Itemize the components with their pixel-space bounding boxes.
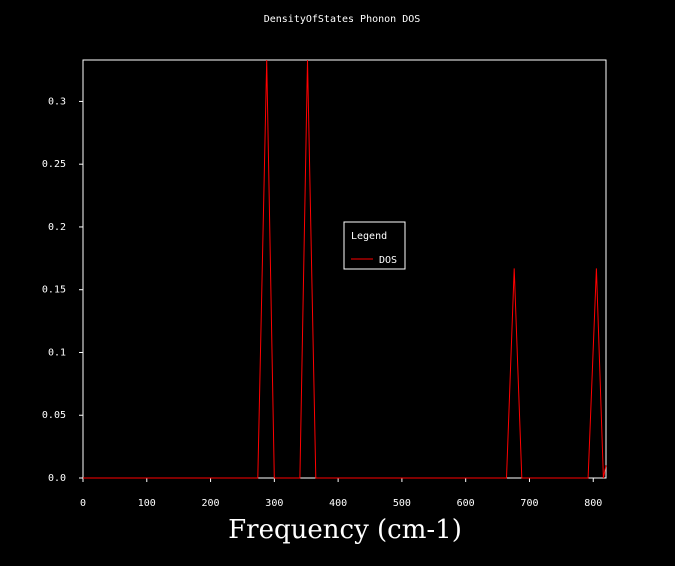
series-line-dos bbox=[83, 59, 607, 479]
y-tick-label: 0.0 bbox=[48, 473, 66, 484]
y-tick-label: 0.3 bbox=[48, 96, 66, 107]
x-tick-label: 500 bbox=[393, 498, 411, 509]
x-tick-label: 600 bbox=[457, 498, 475, 509]
legend-box bbox=[343, 221, 406, 270]
y-tick-label: 0.2 bbox=[48, 222, 66, 233]
x-tick-label: 400 bbox=[329, 498, 347, 509]
legend-dos-label: DOS bbox=[379, 255, 397, 266]
x-tick-label: 200 bbox=[202, 498, 220, 509]
y-tick-label: 0.25 bbox=[42, 159, 66, 170]
y-tick-label: 0.15 bbox=[42, 285, 66, 296]
x-tick-label: 100 bbox=[138, 498, 156, 509]
x-tick-label: 300 bbox=[265, 498, 283, 509]
legend-title: Legend bbox=[351, 231, 387, 242]
y-axis: 0.0 0.05 0.1 0.15 0.2 0.25 0.3 bbox=[42, 96, 83, 484]
x-tick-label: 700 bbox=[520, 498, 538, 509]
chart-title: DensityOfStates Phonon DOS bbox=[264, 14, 421, 25]
series-layer bbox=[83, 59, 607, 479]
x-tick-label: 800 bbox=[584, 498, 602, 509]
x-axis: 0 100 200 300 400 500 600 700 800 bbox=[80, 478, 602, 509]
x-axis-label: Frequency (cm-1) bbox=[228, 515, 462, 545]
x-tick-label: 0 bbox=[80, 498, 86, 509]
y-tick-label: 0.05 bbox=[42, 410, 66, 421]
y-tick-label: 0.1 bbox=[48, 347, 66, 358]
legend: Legend DOS bbox=[343, 221, 406, 270]
